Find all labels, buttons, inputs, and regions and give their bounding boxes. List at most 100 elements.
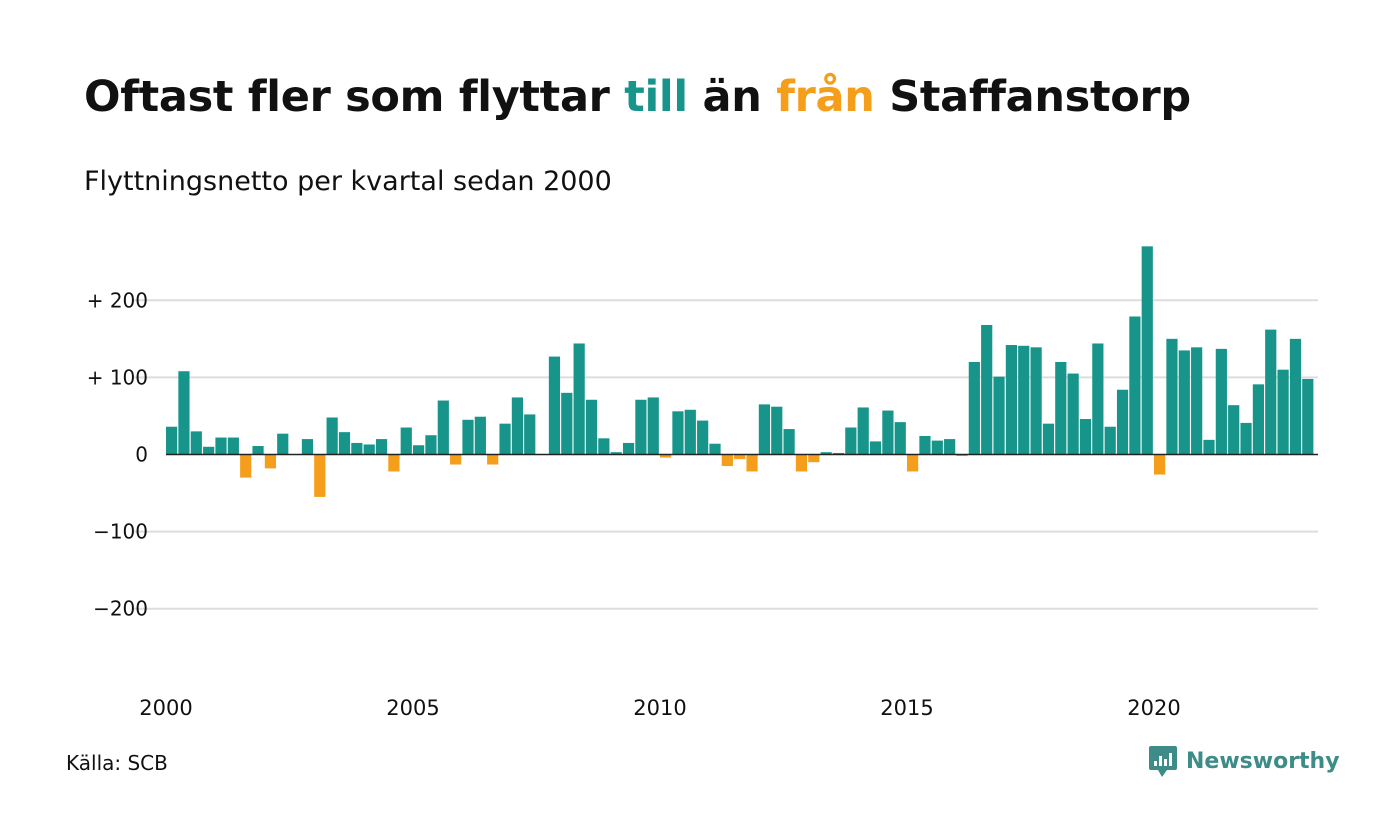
chart-title: Oftast fler som flyttar till än från Sta… — [84, 72, 1191, 122]
bar — [647, 397, 659, 455]
bar — [166, 426, 178, 455]
bar — [437, 400, 449, 455]
bar — [1055, 361, 1067, 455]
bar — [968, 361, 980, 455]
bar — [1302, 378, 1314, 455]
bar — [857, 407, 869, 455]
bar — [907, 454, 919, 472]
y-tick-label: 0 — [135, 443, 148, 467]
bar — [1018, 345, 1030, 455]
bar — [1265, 329, 1277, 455]
bar — [993, 376, 1005, 455]
bar — [882, 410, 894, 455]
bar — [425, 435, 437, 455]
bar — [450, 454, 462, 465]
bar — [944, 439, 956, 455]
bar — [1178, 350, 1190, 455]
brand-name: Newsworthy — [1186, 748, 1340, 774]
y-tick-label: + 200 — [87, 288, 148, 312]
bar — [314, 454, 326, 497]
bar — [252, 446, 264, 455]
bar — [1067, 373, 1079, 455]
bar — [561, 392, 573, 455]
bar — [1252, 384, 1264, 455]
title-word-out: från — [776, 72, 875, 122]
bar — [240, 454, 252, 478]
bar — [400, 427, 412, 455]
bar — [388, 454, 400, 472]
bar — [178, 371, 190, 455]
bar — [1203, 439, 1215, 455]
bar — [1129, 316, 1141, 455]
bar — [1289, 338, 1302, 455]
bar — [684, 409, 696, 455]
bar — [524, 414, 536, 455]
bar — [215, 437, 227, 455]
bar — [1104, 426, 1116, 455]
bar — [598, 438, 610, 455]
x-tick-label: 2010 — [633, 696, 686, 720]
bar — [622, 442, 635, 455]
x-tick-label: 2000 — [139, 696, 192, 720]
bar — [301, 439, 314, 455]
bar — [462, 419, 474, 455]
bar — [1228, 405, 1240, 455]
bar — [956, 454, 968, 457]
bar — [808, 454, 820, 463]
source-note: Källa: SCB — [66, 751, 168, 775]
bar — [610, 452, 622, 455]
bar — [203, 446, 215, 455]
x-tick-label: 2015 — [880, 696, 933, 720]
bar — [1116, 389, 1129, 455]
bar — [721, 454, 733, 467]
bar — [1042, 423, 1055, 455]
x-tick-label: 2005 — [386, 696, 439, 720]
title-part2: än — [687, 72, 777, 122]
bar — [548, 356, 561, 455]
bars — [166, 246, 1314, 497]
bar — [832, 452, 845, 455]
bar — [499, 423, 511, 455]
bar — [697, 420, 709, 455]
bar — [845, 427, 857, 455]
bar — [919, 436, 931, 455]
bar — [1079, 419, 1092, 455]
bar — [1240, 422, 1252, 455]
title-word-in: till — [624, 72, 688, 122]
bar — [338, 432, 351, 455]
bar — [1092, 343, 1104, 455]
brand-logo: Newsworthy — [1148, 744, 1340, 778]
bar — [795, 454, 808, 472]
y-tick-label: + 100 — [87, 365, 148, 389]
bar — [758, 404, 770, 455]
bar — [635, 399, 647, 455]
x-tick-label: 2020 — [1127, 696, 1180, 720]
bar — [734, 454, 746, 460]
y-tick-label: −200 — [93, 597, 148, 621]
y-axis-tick-labels: + 200 + 100 0 −100 −200 — [87, 288, 148, 620]
bar — [931, 440, 943, 455]
bar — [1154, 454, 1166, 475]
bar — [1030, 347, 1042, 455]
title-part3: Staffanstorp — [874, 72, 1191, 122]
bar — [746, 454, 758, 472]
bar — [709, 443, 721, 455]
bar — [487, 454, 499, 465]
bar — [326, 417, 338, 455]
bar — [1005, 345, 1017, 455]
bar — [190, 431, 202, 455]
bar — [660, 454, 672, 458]
bar — [413, 445, 425, 455]
bar — [783, 429, 795, 455]
bar — [363, 444, 375, 455]
bar — [227, 437, 239, 455]
bar — [1166, 338, 1178, 455]
bar — [1191, 347, 1203, 455]
bar — [585, 399, 598, 455]
bar — [511, 397, 523, 455]
bar — [981, 324, 993, 455]
newsworthy-logo-icon — [1149, 746, 1177, 777]
bar — [375, 439, 388, 455]
bar — [820, 452, 832, 455]
